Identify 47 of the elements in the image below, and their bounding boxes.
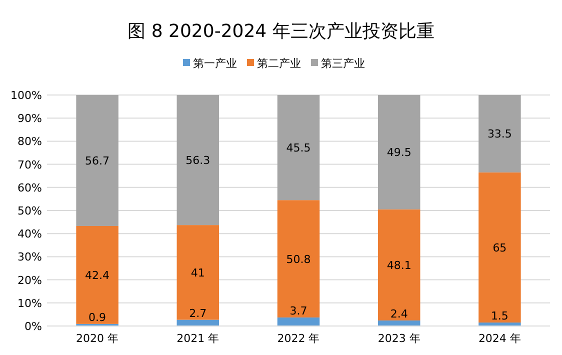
bar bbox=[277, 95, 320, 200]
y-tick-label: 0% bbox=[24, 320, 42, 333]
bar bbox=[478, 172, 521, 323]
y-tick-label: 80% bbox=[18, 135, 42, 148]
y-tick-label: 40% bbox=[18, 228, 42, 241]
y-tick-label: 30% bbox=[18, 250, 42, 264]
data-label: 56.7 bbox=[85, 154, 110, 168]
bar bbox=[76, 226, 118, 324]
bar bbox=[76, 95, 118, 226]
x-tick-label: 2023 年 bbox=[378, 332, 420, 345]
y-tick-label: 10% bbox=[18, 296, 42, 310]
x-tick-label: 2024 年 bbox=[478, 332, 521, 345]
data-label: 49.5 bbox=[386, 146, 412, 160]
data-label: 0.9 bbox=[88, 310, 106, 324]
bar bbox=[277, 317, 320, 326]
bar bbox=[176, 225, 220, 320]
y-tick-label: 20% bbox=[18, 274, 42, 287]
x-tick-label: 2021 年 bbox=[176, 332, 220, 345]
legend-label: 第三产业 bbox=[321, 57, 365, 70]
y-tick-label: 60% bbox=[18, 181, 42, 194]
x-tick-label: 2022 年 bbox=[277, 332, 320, 345]
legend-label: 第一产业 bbox=[193, 57, 237, 70]
data-label: 50.8 bbox=[286, 252, 311, 266]
data-label: 48.1 bbox=[386, 258, 412, 272]
y-tick-label: 90% bbox=[18, 112, 42, 126]
data-label: 45.5 bbox=[286, 142, 311, 155]
data-label: 56.3 bbox=[186, 154, 210, 168]
bar bbox=[378, 320, 420, 326]
bar bbox=[378, 95, 420, 210]
bar bbox=[478, 95, 521, 172]
y-tick-label: 70% bbox=[18, 158, 42, 172]
bar bbox=[277, 200, 320, 318]
bar bbox=[176, 95, 220, 226]
bar bbox=[378, 209, 420, 320]
data-label: 1.5 bbox=[490, 310, 508, 323]
x-tick-label: 2020 年 bbox=[76, 332, 119, 345]
y-tick-label: 100% bbox=[10, 89, 42, 102]
data-label: 33.5 bbox=[487, 128, 512, 141]
data-label: 42.4 bbox=[85, 268, 110, 282]
data-label: 2.7 bbox=[189, 306, 207, 320]
chart-title: 图 8 2020-2024 年三次产业投资比重 bbox=[128, 21, 434, 42]
y-tick-label: 50% bbox=[18, 204, 42, 218]
data-label: 2.4 bbox=[390, 307, 408, 320]
legend-label: 第二产业 bbox=[257, 57, 301, 70]
data-label: 3.7 bbox=[290, 304, 308, 318]
data-label: 65 bbox=[492, 241, 507, 254]
data-label: 41 bbox=[190, 266, 205, 280]
